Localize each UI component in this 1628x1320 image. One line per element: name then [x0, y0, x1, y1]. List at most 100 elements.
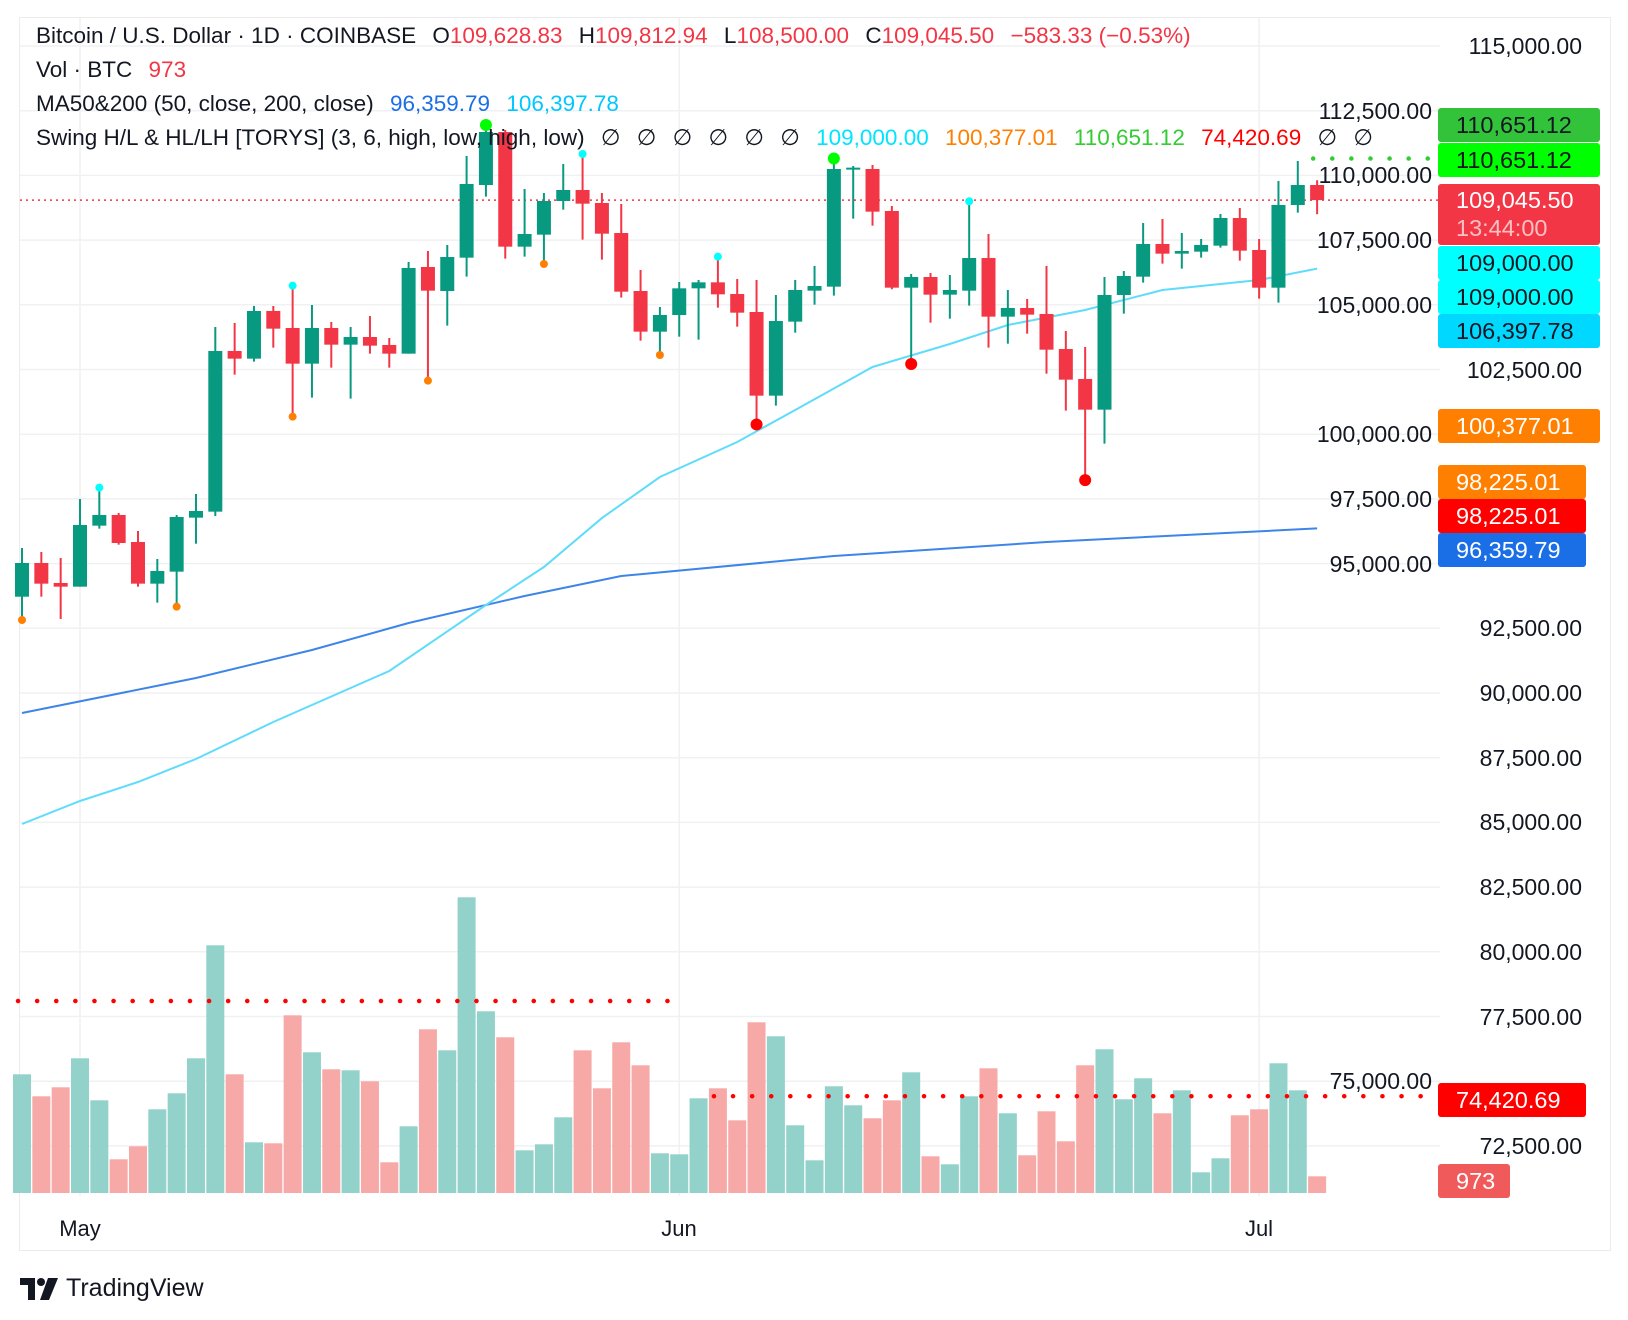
- tag-ma200: 96,359.79: [1438, 533, 1586, 567]
- candle-body: [1039, 313, 1054, 350]
- symbol-title[interactable]: Bitcoin / U.S. Dollar · 1D · COINBASE: [36, 23, 417, 48]
- swing-point-low: [539, 259, 548, 268]
- volume-bar: [264, 1143, 283, 1193]
- swing-point-high: [713, 252, 722, 261]
- volume-bar: [341, 1070, 360, 1193]
- price-tick-label: 92,500.00: [1479, 615, 1582, 642]
- tag-text: 98,225.01: [1456, 503, 1561, 529]
- tag-swing-hh-line: 110,651.12: [1438, 108, 1600, 142]
- candle-body: [1020, 307, 1035, 315]
- candle-body: [478, 131, 493, 186]
- volume-bar: [1056, 1141, 1075, 1193]
- volume-bar: [689, 1098, 708, 1193]
- volume-bar: [979, 1068, 998, 1193]
- price-tick-label: 72,500.00: [1479, 1132, 1582, 1159]
- candle-body: [1116, 275, 1131, 295]
- volume-bar: [747, 1022, 766, 1193]
- price-tick-label: 102,500.00: [1466, 356, 1582, 383]
- candle-body: [865, 168, 880, 212]
- price-tick-label: 82,500.00: [1479, 874, 1582, 901]
- tag-swing-low: 98,225.01: [1438, 465, 1586, 499]
- volume-bar: [244, 1142, 263, 1193]
- swing-point-low: [288, 412, 297, 421]
- candle-body: [652, 314, 667, 332]
- swing-point-high: [578, 149, 587, 158]
- price-tick-label: 90,000.00: [1479, 680, 1582, 706]
- candle-body: [614, 233, 629, 292]
- volume-bar: [863, 1118, 882, 1193]
- volume-bar: [534, 1144, 553, 1193]
- candle-body: [53, 582, 68, 587]
- candle-body: [362, 336, 377, 346]
- candle-body: [1232, 217, 1247, 251]
- volume-bar: [1269, 1063, 1288, 1193]
- candle-body: [517, 233, 532, 247]
- candle-body: [1213, 217, 1228, 246]
- volume-bar: [206, 945, 225, 1193]
- volume-bar: [650, 1153, 669, 1193]
- close-value: 109,045.50: [881, 23, 995, 48]
- volume-bar: [824, 1086, 843, 1193]
- swing-point-lower-low: [905, 357, 918, 370]
- candle-body: [633, 291, 648, 332]
- swing-label[interactable]: Swing H/L & HL/LH [TORYS] (3, 6, high, l…: [36, 125, 585, 150]
- volume-bar: [399, 1126, 418, 1193]
- candle-body: [962, 258, 977, 291]
- volume-bar: [1230, 1115, 1249, 1193]
- volume-bar: [902, 1072, 921, 1193]
- volume-label[interactable]: Vol · BTC: [36, 57, 133, 82]
- volume-bar: [128, 1146, 147, 1193]
- volume-bar: [786, 1125, 805, 1193]
- tag-text: 109,000.00: [1456, 250, 1574, 276]
- volume-bar: [1134, 1078, 1153, 1193]
- candle-body: [150, 571, 165, 584]
- low-label: L: [723, 23, 737, 48]
- swing-point-low: [655, 351, 664, 360]
- tag-swing-high: 109,000.00: [1438, 246, 1600, 280]
- volume-bar: [496, 1037, 515, 1193]
- price-tick-label: 107,500.00: [1316, 227, 1432, 254]
- candle-body: [556, 189, 571, 201]
- volume-bar: [418, 1029, 437, 1193]
- price-tick-label: 77,500.00: [1479, 1003, 1582, 1030]
- volume-bar: [90, 1100, 109, 1193]
- price-tick-label: 95,000.00: [1329, 550, 1432, 577]
- ma50-line: [21, 267, 1318, 825]
- swing-value-hh: 110,651.12: [1073, 125, 1185, 150]
- volume-bar: [670, 1154, 689, 1193]
- tag-text: 973: [1456, 1168, 1496, 1194]
- high-value: 109,812.94: [595, 23, 708, 48]
- tag-text: 106,397.78: [1456, 318, 1574, 344]
- volume-bar: [71, 1058, 89, 1193]
- candle-body: [1078, 378, 1093, 410]
- candle-body: [672, 288, 687, 315]
- volume-bar: [283, 1015, 302, 1193]
- volume-bar: [476, 1011, 495, 1193]
- swing-empty: ∅: [600, 125, 621, 150]
- brand-name: TradingView: [66, 1274, 204, 1302]
- tag-ma50: 106,397.78: [1438, 314, 1600, 348]
- tag-text: 110,651.12: [1456, 147, 1572, 173]
- tag-swing-high: 109,000.00: [1438, 280, 1600, 314]
- volume-bar: [186, 1058, 205, 1193]
- tradingview-logo[interactable]: TradingView: [20, 1274, 204, 1303]
- volume-bar: [225, 1074, 244, 1193]
- candle-body: [382, 344, 397, 354]
- volume-bar: [380, 1162, 399, 1193]
- high-label: H: [578, 23, 596, 48]
- volume-bar: [1172, 1090, 1191, 1193]
- volume-bar: [708, 1088, 727, 1193]
- tag-text: 109,000.00: [1456, 284, 1574, 310]
- ma-label[interactable]: MA50&200 (50, close, 200, close): [36, 91, 374, 116]
- volume-bar: [592, 1088, 611, 1193]
- swing-point-higher-high: [827, 152, 840, 165]
- swing-empty: ∅: [780, 125, 800, 150]
- swing-empty: ∅: [672, 125, 693, 150]
- candle-body: [1194, 244, 1209, 252]
- swing-empty: ∅: [1353, 125, 1373, 150]
- candle-body: [904, 277, 919, 288]
- candle-body: [1097, 294, 1112, 410]
- price-tick-label: 85,000.00: [1479, 809, 1582, 836]
- volume-bar: [1153, 1113, 1172, 1193]
